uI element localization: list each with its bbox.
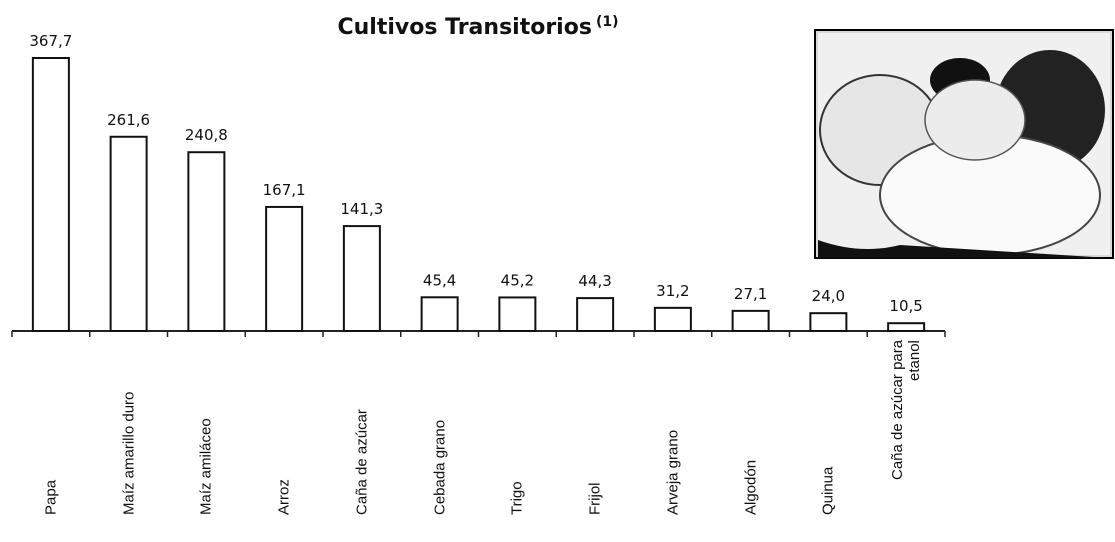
bar — [733, 311, 769, 331]
x-tick-label: Cebada grano — [420, 340, 460, 515]
value-label: 45,4 — [423, 271, 456, 289]
x-tick-label-text: Cebada grano — [431, 420, 448, 515]
bar — [33, 58, 69, 331]
bar — [111, 137, 147, 331]
bar — [655, 308, 691, 331]
x-tick-label-text: Papa — [42, 480, 59, 515]
bar — [810, 313, 846, 331]
x-tick-label-text: Caña de azúcar para etanol — [889, 340, 923, 515]
bar — [888, 323, 924, 331]
bar — [577, 298, 613, 331]
value-label: 44,3 — [578, 272, 611, 290]
bar — [499, 297, 535, 331]
value-label: 10,5 — [889, 297, 922, 315]
x-tick-label-text: Maíz amiláceo — [198, 418, 215, 515]
x-tick-label: Maíz amiláceo — [186, 340, 226, 515]
value-label: 367,7 — [29, 32, 72, 50]
x-tick-label-text: Caña de azúcar — [353, 409, 370, 515]
value-label: 261,6 — [107, 111, 150, 129]
x-tick-label-text: Algodón — [742, 460, 759, 515]
value-label: 24,0 — [812, 287, 845, 305]
x-tick-label-text: Trigo — [509, 481, 526, 515]
x-tick-label: Caña de azúcar — [342, 340, 382, 515]
chart-title: Cultivos Transitorios(1) — [338, 14, 619, 40]
value-label: 45,2 — [501, 271, 534, 289]
value-label: 31,2 — [656, 282, 689, 300]
chart: Cultivos Transitorios(1) 367,7 261,6 240,8… — [0, 0, 1115, 542]
x-tick-label: Arroz — [264, 340, 304, 515]
x-tick-label-text: Arroz — [276, 479, 293, 515]
value-label: 27,1 — [734, 285, 767, 303]
bar — [188, 152, 224, 331]
x-tick-label: Algodón — [731, 340, 771, 515]
value-label: 141,3 — [340, 200, 383, 218]
x-tick-label: Frijol — [575, 340, 615, 515]
x-tick-label-text: Frijol — [587, 483, 604, 516]
x-tick-label: Trigo — [497, 340, 537, 515]
x-tick-label: Caña de azúcar para etanol — [886, 340, 926, 515]
x-tick-label: Papa — [31, 340, 71, 515]
title-superscript: (1) — [596, 14, 619, 30]
bar — [422, 297, 458, 331]
bar — [344, 226, 380, 331]
page: Cultivos Transitorios(1) 367,7 261,6 240,8… — [0, 0, 1115, 542]
x-tick-label: Arveja grano — [653, 340, 693, 515]
title-text: Cultivos Transitorios — [338, 15, 592, 40]
x-tick-label: Maíz amarillo duro — [109, 340, 149, 515]
x-tick-label-text: Arveja grano — [664, 430, 681, 515]
value-label: 240,8 — [185, 126, 228, 144]
x-tick-label: Quinua — [808, 340, 848, 515]
x-tick-label-text: Maíz amarillo duro — [120, 392, 137, 515]
photo — [815, 30, 1113, 258]
value-label: 167,1 — [263, 181, 306, 199]
x-tick-label-text: Quinua — [820, 467, 837, 515]
bar — [266, 207, 302, 331]
